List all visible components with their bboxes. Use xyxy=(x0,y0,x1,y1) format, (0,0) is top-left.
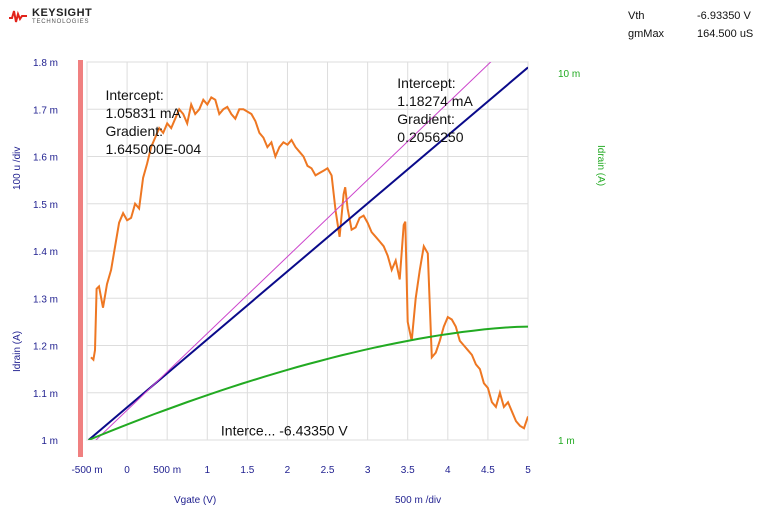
series-line-0 xyxy=(90,96,528,430)
x-tick-label: 4.5 xyxy=(481,465,495,476)
y-tick-label: 1.8 m xyxy=(33,58,58,69)
annotation-text: 1.645000E-004 xyxy=(105,141,201,157)
x-tick-label: 1.5 xyxy=(240,465,254,476)
x-tick-label: 2 xyxy=(285,465,291,476)
chart-ticks: -500 m 0 500 m 1 1.5 2 2.5 3 3.5 4 4.5 5 1 m 1.1 m 1.2… xyxy=(33,58,580,476)
annotation-text: 1.05831 mA xyxy=(105,105,181,121)
annotation-text: 0.2056250 xyxy=(397,129,463,145)
chart-grid xyxy=(86,61,529,441)
annotation-text: Gradient: xyxy=(105,123,163,139)
y2-tick-label: 1 m xyxy=(558,436,575,447)
y2-axis-label: Idrain (A) xyxy=(595,145,606,186)
annotation-text: 1.18274 mA xyxy=(397,93,473,109)
chart-series xyxy=(87,62,528,440)
param-vth-value: -6.93350 V xyxy=(697,10,751,22)
x-tick-label: -500 m xyxy=(71,465,102,476)
y-tick-label: 1.7 m xyxy=(33,105,58,116)
x-tick-label: 4 xyxy=(445,465,451,476)
x-axis-label: Vgate (V) xyxy=(174,495,216,506)
brand-name: KEYSIGHT xyxy=(32,7,93,19)
x-tick-label: 3 xyxy=(365,465,371,476)
annotation-text: Intercept: xyxy=(397,75,455,91)
series-line-2 xyxy=(95,62,492,440)
x-tick-label: 2.5 xyxy=(321,465,335,476)
y-axis-label: Idrain (A) xyxy=(12,331,23,372)
y-tick-label: 1.1 m xyxy=(33,389,58,400)
param-gmmax-name: gmMax xyxy=(628,28,665,40)
annotation-text: Intercept: xyxy=(105,87,163,103)
x-div-label: 500 m /div xyxy=(395,495,441,506)
param-vth-name: Vth xyxy=(628,10,645,22)
annotation-text: Interce... -6.43350 V xyxy=(221,422,349,438)
series-line-1 xyxy=(87,66,528,440)
x-tick-label: 500 m xyxy=(153,465,181,476)
y-tick-label: 1 m xyxy=(41,436,58,447)
y2-tick-label: 10 m xyxy=(558,69,580,80)
x-tick-label: 5 xyxy=(525,465,531,476)
x-tick-label: 1 xyxy=(204,465,210,476)
param-gmmax-value: 164.500 uS xyxy=(697,28,754,40)
y-tick-label: 1.6 m xyxy=(33,153,58,164)
y-tick-label: 1.2 m xyxy=(33,342,58,353)
keysight-logo: KEYSIGHT TECHNOLOGIES xyxy=(8,6,128,32)
marker-bar[interactable] xyxy=(78,60,83,457)
y-tick-label: 1.4 m xyxy=(33,247,58,258)
brand-subtitle: TECHNOLOGIES xyxy=(32,19,90,25)
annotation-text: Gradient: xyxy=(397,111,455,127)
series-line-3 xyxy=(88,325,528,440)
x-tick-label: 3.5 xyxy=(401,465,415,476)
y-tick-label: 1.3 m xyxy=(33,294,58,305)
x-tick-label: 0 xyxy=(124,465,130,476)
y-tick-label: 1.5 m xyxy=(33,200,58,211)
keysight-wave-icon xyxy=(9,10,27,23)
chart-annotations: Intercept: 1.05831 mA Gradient: 1.645000E-0… xyxy=(105,75,473,438)
y-div-label: 100 u /div xyxy=(12,147,23,190)
